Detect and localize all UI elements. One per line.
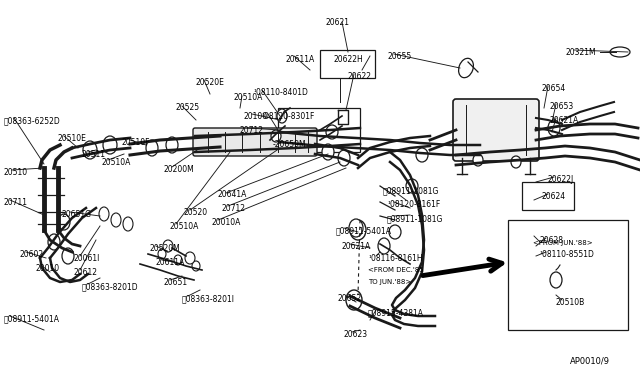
Text: 20712: 20712 <box>240 126 264 135</box>
Text: ⓜ08915-4381A: ⓜ08915-4381A <box>368 308 424 317</box>
Text: 20621A: 20621A <box>342 242 371 251</box>
Text: 20510E: 20510E <box>57 134 86 143</box>
Text: 20510: 20510 <box>4 168 28 177</box>
Text: 20511: 20511 <box>82 150 106 159</box>
Text: 20653: 20653 <box>549 102 573 111</box>
Text: 20621A: 20621A <box>549 116 579 125</box>
Text: 20655: 20655 <box>388 52 412 61</box>
Ellipse shape <box>58 214 70 230</box>
Text: 20510A: 20510A <box>234 93 264 102</box>
Ellipse shape <box>146 140 158 156</box>
Text: 20641A: 20641A <box>218 190 248 199</box>
Text: <FROM DEC.'85: <FROM DEC.'85 <box>368 267 424 273</box>
Text: ¹08116-8161H: ¹08116-8161H <box>368 254 422 263</box>
FancyBboxPatch shape <box>453 99 539 161</box>
Text: 20321M: 20321M <box>566 48 596 57</box>
Bar <box>320 50 375 78</box>
Ellipse shape <box>83 141 97 159</box>
Ellipse shape <box>163 240 173 252</box>
Ellipse shape <box>158 249 166 259</box>
Ellipse shape <box>389 225 401 239</box>
Text: ¹08120-8301F: ¹08120-8301F <box>261 112 314 121</box>
Ellipse shape <box>406 179 418 193</box>
Text: 20611A: 20611A <box>285 55 314 64</box>
Ellipse shape <box>62 248 74 264</box>
Text: 20652: 20652 <box>338 294 362 303</box>
Text: 20628: 20628 <box>539 236 563 245</box>
Text: 20525: 20525 <box>176 103 200 112</box>
Text: 20510B: 20510B <box>555 298 584 307</box>
Ellipse shape <box>378 238 390 254</box>
Text: 20654: 20654 <box>541 84 565 93</box>
Text: 20622: 20622 <box>348 72 372 81</box>
Ellipse shape <box>610 47 630 57</box>
Text: Ⓜ08911-5401A: Ⓜ08911-5401A <box>336 226 392 235</box>
Text: <FROM JUN.'88>: <FROM JUN.'88> <box>533 240 593 246</box>
Text: 20612: 20612 <box>74 268 98 277</box>
Ellipse shape <box>123 217 133 231</box>
Text: AP0010/9: AP0010/9 <box>570 356 610 365</box>
Ellipse shape <box>459 58 474 78</box>
Ellipse shape <box>103 136 117 154</box>
Text: 20520M: 20520M <box>150 244 180 253</box>
Ellipse shape <box>326 125 338 139</box>
Ellipse shape <box>338 150 350 166</box>
Text: 20200M: 20200M <box>164 165 195 174</box>
Ellipse shape <box>349 219 363 237</box>
Ellipse shape <box>346 290 362 310</box>
Text: 20510A: 20510A <box>101 158 131 167</box>
Text: Ⓝ08363-8201D: Ⓝ08363-8201D <box>82 282 139 291</box>
Ellipse shape <box>322 144 334 160</box>
Ellipse shape <box>111 213 121 227</box>
Ellipse shape <box>277 109 287 123</box>
Text: TO JUN.'88>: TO JUN.'88> <box>368 279 412 285</box>
Text: 20623: 20623 <box>344 330 368 339</box>
Text: Ⓜ08911-1081G: Ⓜ08911-1081G <box>383 186 440 195</box>
Text: 20711: 20711 <box>4 198 28 207</box>
Text: Ⓝ08363-8201I: Ⓝ08363-8201I <box>182 294 235 303</box>
Bar <box>508 220 628 330</box>
Text: ¹08110-8551D: ¹08110-8551D <box>539 250 594 259</box>
Text: 20622J: 20622J <box>547 175 573 184</box>
Text: 20010A: 20010A <box>212 218 241 227</box>
Ellipse shape <box>350 220 366 240</box>
Text: ¹08110-8401D: ¹08110-8401D <box>253 88 308 97</box>
Ellipse shape <box>192 261 200 271</box>
Ellipse shape <box>271 130 281 142</box>
Text: -20659M: -20659M <box>273 140 307 149</box>
Text: 20651G: 20651G <box>62 210 92 219</box>
Ellipse shape <box>174 255 182 265</box>
Ellipse shape <box>166 137 178 153</box>
FancyBboxPatch shape <box>193 128 317 156</box>
Text: 20621: 20621 <box>326 18 350 27</box>
Text: 20520E: 20520E <box>196 78 225 87</box>
Text: 20510F: 20510F <box>122 138 150 147</box>
Text: Ⓜ08363-6252D: Ⓜ08363-6252D <box>4 116 61 125</box>
Text: 20100: 20100 <box>244 112 268 121</box>
Text: 20712: 20712 <box>222 204 246 213</box>
Ellipse shape <box>550 272 562 288</box>
Text: 20611A: 20611A <box>156 258 185 267</box>
Text: ¹08120-8161F: ¹08120-8161F <box>387 200 440 209</box>
Text: 20010: 20010 <box>36 264 60 273</box>
Bar <box>522 182 574 210</box>
Ellipse shape <box>48 234 60 250</box>
Text: 20061I: 20061I <box>74 254 100 263</box>
Text: 20624: 20624 <box>541 192 565 201</box>
Ellipse shape <box>99 207 109 221</box>
Text: 20520: 20520 <box>184 208 208 217</box>
Ellipse shape <box>511 156 521 168</box>
Bar <box>278 108 360 152</box>
Ellipse shape <box>548 120 560 136</box>
Text: 20510A: 20510A <box>170 222 200 231</box>
Ellipse shape <box>473 154 483 166</box>
Text: Ⓜ08911-1081G: Ⓜ08911-1081G <box>387 214 444 223</box>
Text: 20622H: 20622H <box>334 55 364 64</box>
Ellipse shape <box>185 252 195 264</box>
Text: 20651: 20651 <box>164 278 188 287</box>
Text: Ⓜ08911-5401A: Ⓜ08911-5401A <box>4 314 60 323</box>
Text: 20602: 20602 <box>20 250 44 259</box>
Ellipse shape <box>416 148 428 162</box>
